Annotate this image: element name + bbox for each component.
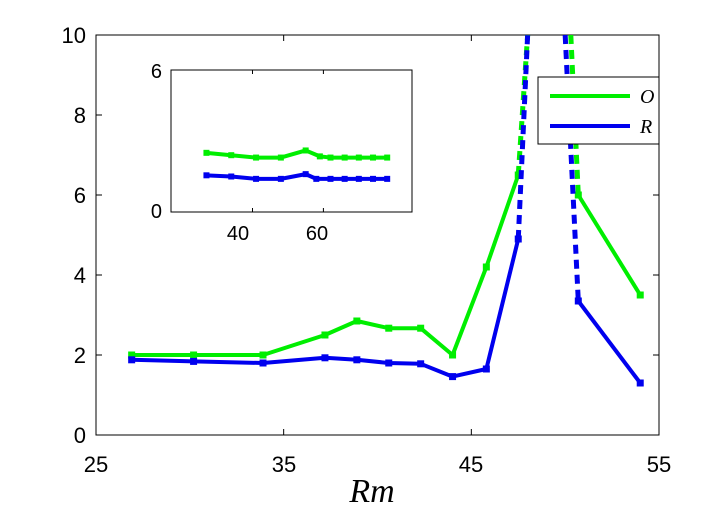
series-r-line-after	[576, 299, 642, 385]
x-tick-label: 25	[84, 452, 108, 477]
inset-series-o-marker	[228, 152, 235, 159]
series-r-marker	[128, 356, 136, 364]
inset-y-tick-label: 6	[151, 61, 162, 83]
series-o-line-after	[576, 193, 642, 297]
y-tick-label: 8	[74, 103, 86, 128]
x-tick-label: 55	[647, 452, 671, 477]
legend-label-o: O	[640, 86, 654, 108]
inset-series-r-marker	[253, 175, 260, 182]
inset-series-o-marker	[203, 149, 210, 156]
inset-series-r-marker	[228, 173, 235, 180]
x-tick-label: 45	[459, 452, 483, 477]
series-o-marker	[128, 351, 136, 359]
inset-series-r-marker	[384, 175, 391, 182]
legend-label-r: R	[639, 116, 652, 138]
series-r-divergence	[515, 35, 531, 240]
series-o-marker	[353, 317, 361, 325]
inset-series-o-marker	[327, 154, 334, 161]
series-o-marker	[417, 324, 425, 332]
x-tick-label: 35	[272, 452, 296, 477]
inset-series-o-marker	[316, 153, 323, 160]
series-r-line	[131, 238, 521, 379]
inset-series-o-marker	[341, 154, 348, 161]
inset-series-r-marker	[277, 175, 284, 182]
y-tick-label: 0	[74, 423, 86, 448]
inset-plot-area	[170, 69, 413, 213]
legend: O R	[537, 76, 660, 145]
inset-series-r-marker	[370, 175, 377, 182]
inset-series-o-marker	[302, 147, 309, 154]
series-r-marker	[417, 360, 425, 368]
inset-series-o-marker	[253, 154, 260, 161]
series-r-marker	[636, 379, 644, 387]
inset-series-r-marker	[327, 175, 334, 182]
series-r-marker	[385, 359, 393, 367]
y-tick-label: 4	[74, 263, 86, 288]
inset-series-r-marker	[355, 175, 362, 182]
inset-series-o-marker	[277, 154, 284, 161]
series-o-marker	[482, 263, 490, 271]
inset-x-tick-label: 40	[227, 223, 249, 245]
series-o-marker	[514, 171, 522, 179]
series-r-marker	[514, 235, 522, 243]
inset-series-r-marker	[313, 175, 320, 182]
series-o-marker	[321, 331, 329, 339]
series-r-marker	[574, 297, 582, 305]
inset-series-o-marker	[384, 154, 391, 161]
series-o-marker	[574, 191, 582, 199]
series-r-marker	[449, 373, 457, 381]
series-r-marker	[190, 357, 198, 365]
inset-series-group	[203, 147, 391, 182]
series-o-marker	[636, 291, 644, 299]
inset-series-r-marker	[302, 171, 309, 178]
y-tick-label: 10	[62, 23, 86, 48]
y-tick-label: 6	[74, 183, 86, 208]
series-r-marker	[321, 354, 329, 362]
legend-box	[537, 76, 660, 145]
inset-series-o-marker	[355, 154, 362, 161]
y-tick-label: 2	[74, 343, 86, 368]
series-r-marker	[259, 359, 267, 367]
series-r-marker	[353, 356, 361, 364]
series-o-marker	[449, 351, 457, 359]
series-o-marker	[259, 351, 267, 359]
inset-y-tick-label: 0	[151, 201, 162, 223]
series-o-divergence	[515, 35, 531, 176]
x-axis-label: Rm	[348, 473, 394, 509]
series-r-marker	[482, 365, 490, 373]
inset-ticks	[252, 70, 324, 212]
inset-series-r-marker	[203, 172, 210, 179]
series-o-marker	[385, 324, 393, 332]
series-o-marker	[190, 351, 198, 359]
series-o-line	[131, 174, 521, 357]
inset-x-tick-label: 60	[306, 223, 328, 245]
inset-series-o-marker	[370, 154, 377, 161]
inset-series-r-marker	[341, 175, 348, 182]
